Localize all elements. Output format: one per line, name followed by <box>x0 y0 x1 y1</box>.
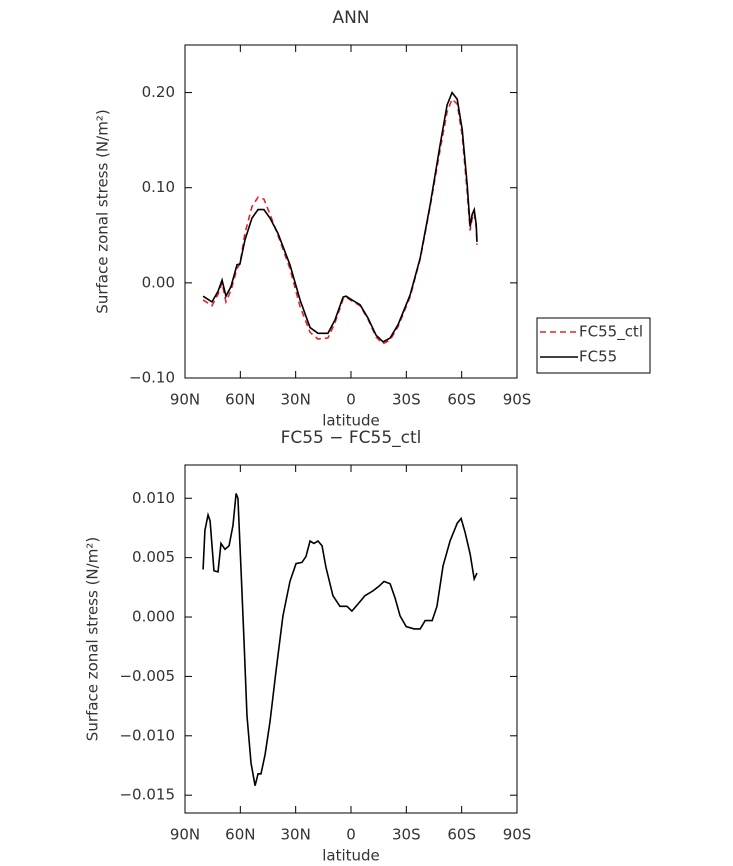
x-tick-label: 30N <box>281 391 311 409</box>
y-tick-label: −0.010 <box>119 726 175 744</box>
x-tick-label: 90N <box>170 826 200 844</box>
x-tick-label: 60N <box>225 391 255 409</box>
y-axis-label: Surface zonal stress (N/m²) <box>94 109 112 313</box>
data-line <box>202 493 478 786</box>
y-tick-label: 0.20 <box>142 83 175 101</box>
x-tick-label: 60S <box>447 826 476 844</box>
x-tick-label: 30N <box>281 826 311 844</box>
y-tick-label: −0.015 <box>119 786 175 804</box>
x-tick-label: 60S <box>447 391 476 409</box>
y-tick-label: 0.10 <box>142 178 175 196</box>
x-axis-label: latitude <box>322 412 380 430</box>
x-tick-label: 30S <box>392 826 421 844</box>
panel: ANN 90N 60N 30N 0 30S 60S 90S −0.10 0.00 0.10 0.20 l… <box>94 8 651 430</box>
x-tick-label: 90S <box>503 391 532 409</box>
y-tick-label: −0.10 <box>129 369 175 387</box>
y-tick-label: 0.010 <box>132 489 175 507</box>
x-tick-label: 0 <box>346 391 356 409</box>
x-tick-label: 30S <box>392 391 421 409</box>
y-tick-label: 0.005 <box>132 548 175 566</box>
y-tick-label: 0.000 <box>132 608 175 626</box>
x-tick-label: 90N <box>170 391 200 409</box>
x-tick-label: 0 <box>346 826 356 844</box>
chart-title: ANN <box>332 8 369 28</box>
plot-frame <box>184 44 518 379</box>
chart-title: FC55 − FC55_ctl <box>281 428 422 448</box>
x-tick-label: 60N <box>225 826 255 844</box>
data-line <box>202 90 478 343</box>
legend-label: FC55 <box>579 348 617 366</box>
panel: FC55 − FC55_ctl 90N 60N 30N 0 30S 60S 90S −0.015… <box>84 428 532 865</box>
legend-frame <box>536 317 651 374</box>
y-tick-label: 0.00 <box>142 273 175 291</box>
y-axis-label: Surface zonal stress (N/m²) <box>84 537 102 741</box>
plot-frame <box>184 464 518 814</box>
y-tick-label: −0.005 <box>119 667 175 685</box>
x-axis-label: latitude <box>322 847 380 865</box>
x-tick-label: 90S <box>503 826 532 844</box>
legend-label: FC55_ctl <box>579 323 643 342</box>
